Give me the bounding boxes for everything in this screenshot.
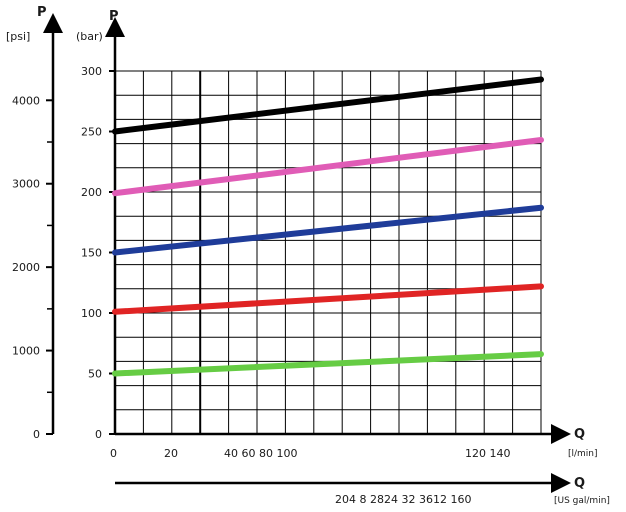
lmin-axis-unit: [l/min] [568, 449, 598, 459]
bar-ticks: 0 50 100 150 200 250 300 [81, 65, 115, 441]
lmin-axis-letter: Q [574, 427, 585, 442]
lmin-label-120-140: 120 140 [465, 447, 511, 460]
psi-axis-letter: P [37, 5, 47, 20]
bar-axis-unit: (bar) [76, 30, 103, 43]
series-line-3 [112, 204, 544, 256]
bar-tick-label: 0 [95, 428, 102, 441]
psi-tick-label: 2000 [12, 261, 40, 274]
series-line-1 [112, 76, 544, 135]
lmin-label-20: 20 [164, 447, 178, 460]
usgal-labels: 204 8 2824 32 3612 160 [335, 493, 471, 506]
bar-axis: P (bar) 0 50 100 150 200 250 300 [76, 9, 125, 441]
psi-tick-label: 4000 [12, 94, 40, 107]
bar-axis-letter: P [109, 9, 119, 24]
bar-tick-label: 250 [81, 126, 102, 139]
psi-axis-unit: [psi] [6, 30, 30, 43]
psi-ticks: 0 1000 2000 3000 4000 [12, 94, 53, 441]
series-line-2 [112, 136, 544, 197]
psi-tick-label: 0 [33, 428, 40, 441]
lmin-label-0: 0 [110, 447, 117, 460]
usgal-axis-letter: Q [574, 476, 585, 491]
bar-tick-label: 200 [81, 186, 102, 199]
psi-tick-label: 3000 [12, 178, 40, 191]
series-group [112, 76, 544, 377]
series-line-5 [112, 351, 544, 377]
usgal-axis: Q [US gal/min] 204 8 2824 32 3612 160 [115, 473, 610, 506]
lmin-axis: Q [l/min] 0 20 40 60 80 100 120 140 [110, 424, 598, 460]
psi-axis: P [psi] 0 1000 2000 3000 4000 [6, 5, 63, 441]
bar-tick-label: 50 [88, 368, 102, 381]
bar-tick-label: 100 [81, 307, 102, 320]
series-line-4 [112, 283, 544, 315]
psi-tick-label: 1000 [12, 345, 40, 358]
bar-tick-label: 150 [81, 247, 102, 260]
usgal-axis-unit: [US gal/min] [554, 496, 610, 506]
lmin-label-40-100: 40 60 80 100 [224, 447, 297, 460]
bar-tick-label: 300 [81, 65, 102, 78]
